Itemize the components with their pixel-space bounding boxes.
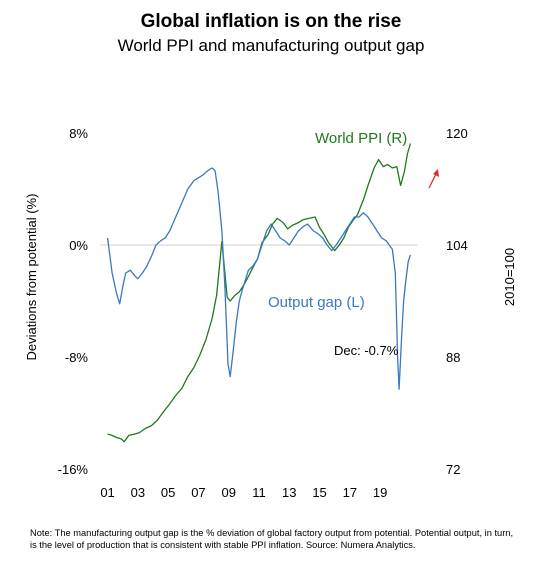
y-left-tick-label: -16% (58, 462, 89, 477)
y-right-ticks: 120 104 88 72 (446, 126, 468, 477)
y-right-tick-label: 104 (446, 238, 468, 253)
footnote: Note: The manufacturing output gap is th… (30, 528, 514, 550)
y-left-tick-label: -8% (65, 350, 89, 365)
chart-subtitle: World PPI and manufacturing output gap (118, 36, 425, 55)
y-right-axis-label: 2010=100 (502, 248, 517, 306)
series-group (106, 143, 412, 443)
x-tick-label: 11 (252, 485, 266, 500)
x-tick-label: 13 (282, 485, 296, 500)
y-right-tick-label: 88 (446, 350, 460, 365)
y-right-tick-label: 72 (446, 462, 460, 477)
world-ppi-line (107, 143, 412, 443)
y-left-axis-label: Deviations from potential (%) (24, 194, 39, 361)
x-tick-label: 07 (191, 485, 205, 500)
x-ticks: 01 03 05 07 09 11 13 15 17 19 (100, 485, 387, 500)
chart-title: Global inflation is on the rise (141, 11, 402, 32)
y-left-tick-label: 0% (69, 238, 88, 253)
y-left-ticks: 8% 0% -8% -16% (58, 126, 89, 477)
x-tick-label: 17 (343, 485, 357, 500)
x-tick-label: 19 (373, 485, 387, 500)
output-gap-line (106, 167, 412, 390)
x-tick-label: 15 (312, 485, 326, 500)
y-left-tick-label: 8% (69, 126, 88, 141)
chart: Global inflation is on the rise World PP… (24, 11, 517, 500)
x-tick-label: 05 (161, 485, 175, 500)
ppi-series-label: World PPI (R) (315, 130, 407, 147)
dec-value-annotation: Dec: -0.7% (334, 343, 399, 358)
x-tick-label: 03 (131, 485, 145, 500)
x-tick-label: 09 (221, 485, 235, 500)
y-right-tick-label: 120 (446, 126, 468, 141)
output-gap-series-label: Output gap (L) (268, 294, 365, 311)
x-tick-label: 01 (100, 485, 114, 500)
rising-arrow-icon (428, 169, 439, 189)
